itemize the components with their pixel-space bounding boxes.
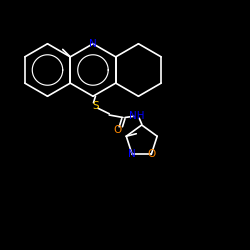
Text: S: S — [92, 101, 99, 111]
Text: N: N — [89, 39, 97, 49]
Text: O: O — [114, 125, 122, 135]
Text: O: O — [147, 150, 156, 160]
Text: N: N — [128, 150, 136, 160]
Text: NH: NH — [129, 111, 144, 121]
